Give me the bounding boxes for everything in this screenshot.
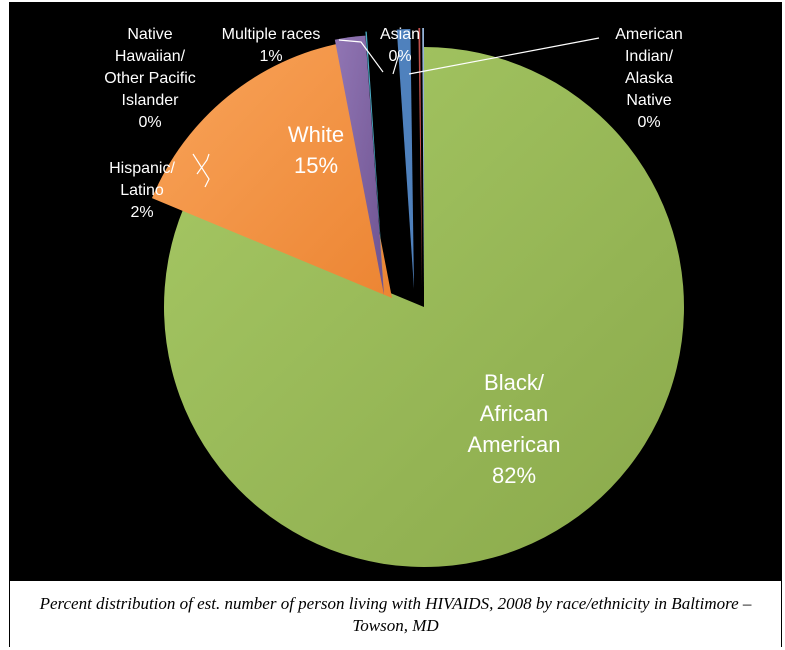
slice-label-3: Native Hawaiian/Other Pacific Islander 0% <box>104 26 196 131</box>
leader-multiple-races <box>338 39 384 73</box>
chart-area: Black/African American 82% White 15% Hispanic… <box>9 2 782 580</box>
leader-american-indian <box>408 37 600 75</box>
slice-label-0: Black/African American 82% <box>468 370 561 488</box>
caption-box: Percent distribution of est. number of p… <box>9 580 782 647</box>
leader-native-hawaiian <box>192 153 210 188</box>
pie-slice-6 <box>422 28 424 288</box>
pie-slice-5 <box>418 28 422 288</box>
pie-slice-4 <box>396 29 414 290</box>
slice-label-2: Hispanic/Latino 2% <box>109 160 175 221</box>
slice-label-1: White 15% <box>288 122 344 178</box>
figure-caption: Percent distribution of est. number of p… <box>39 594 752 635</box>
figure: Black/African American 82% White 15% Hispanic… <box>9 2 782 647</box>
leader-hispanic <box>196 153 210 175</box>
pie-chart: Black/African American 82% White 15% Hispanic… <box>104 26 684 567</box>
leader-asian <box>392 53 400 75</box>
pie-slice-0 <box>164 47 684 567</box>
pie-slice-1 <box>151 42 392 298</box>
slice-label-5: Asian 0% <box>380 26 420 65</box>
slice-label-6: American Indian/Alaska Native 0% <box>615 26 683 131</box>
pie-slice-2 <box>334 35 384 295</box>
slice-label-4: Multiple races 1% <box>222 26 321 65</box>
pie-slice-3 <box>365 31 384 291</box>
